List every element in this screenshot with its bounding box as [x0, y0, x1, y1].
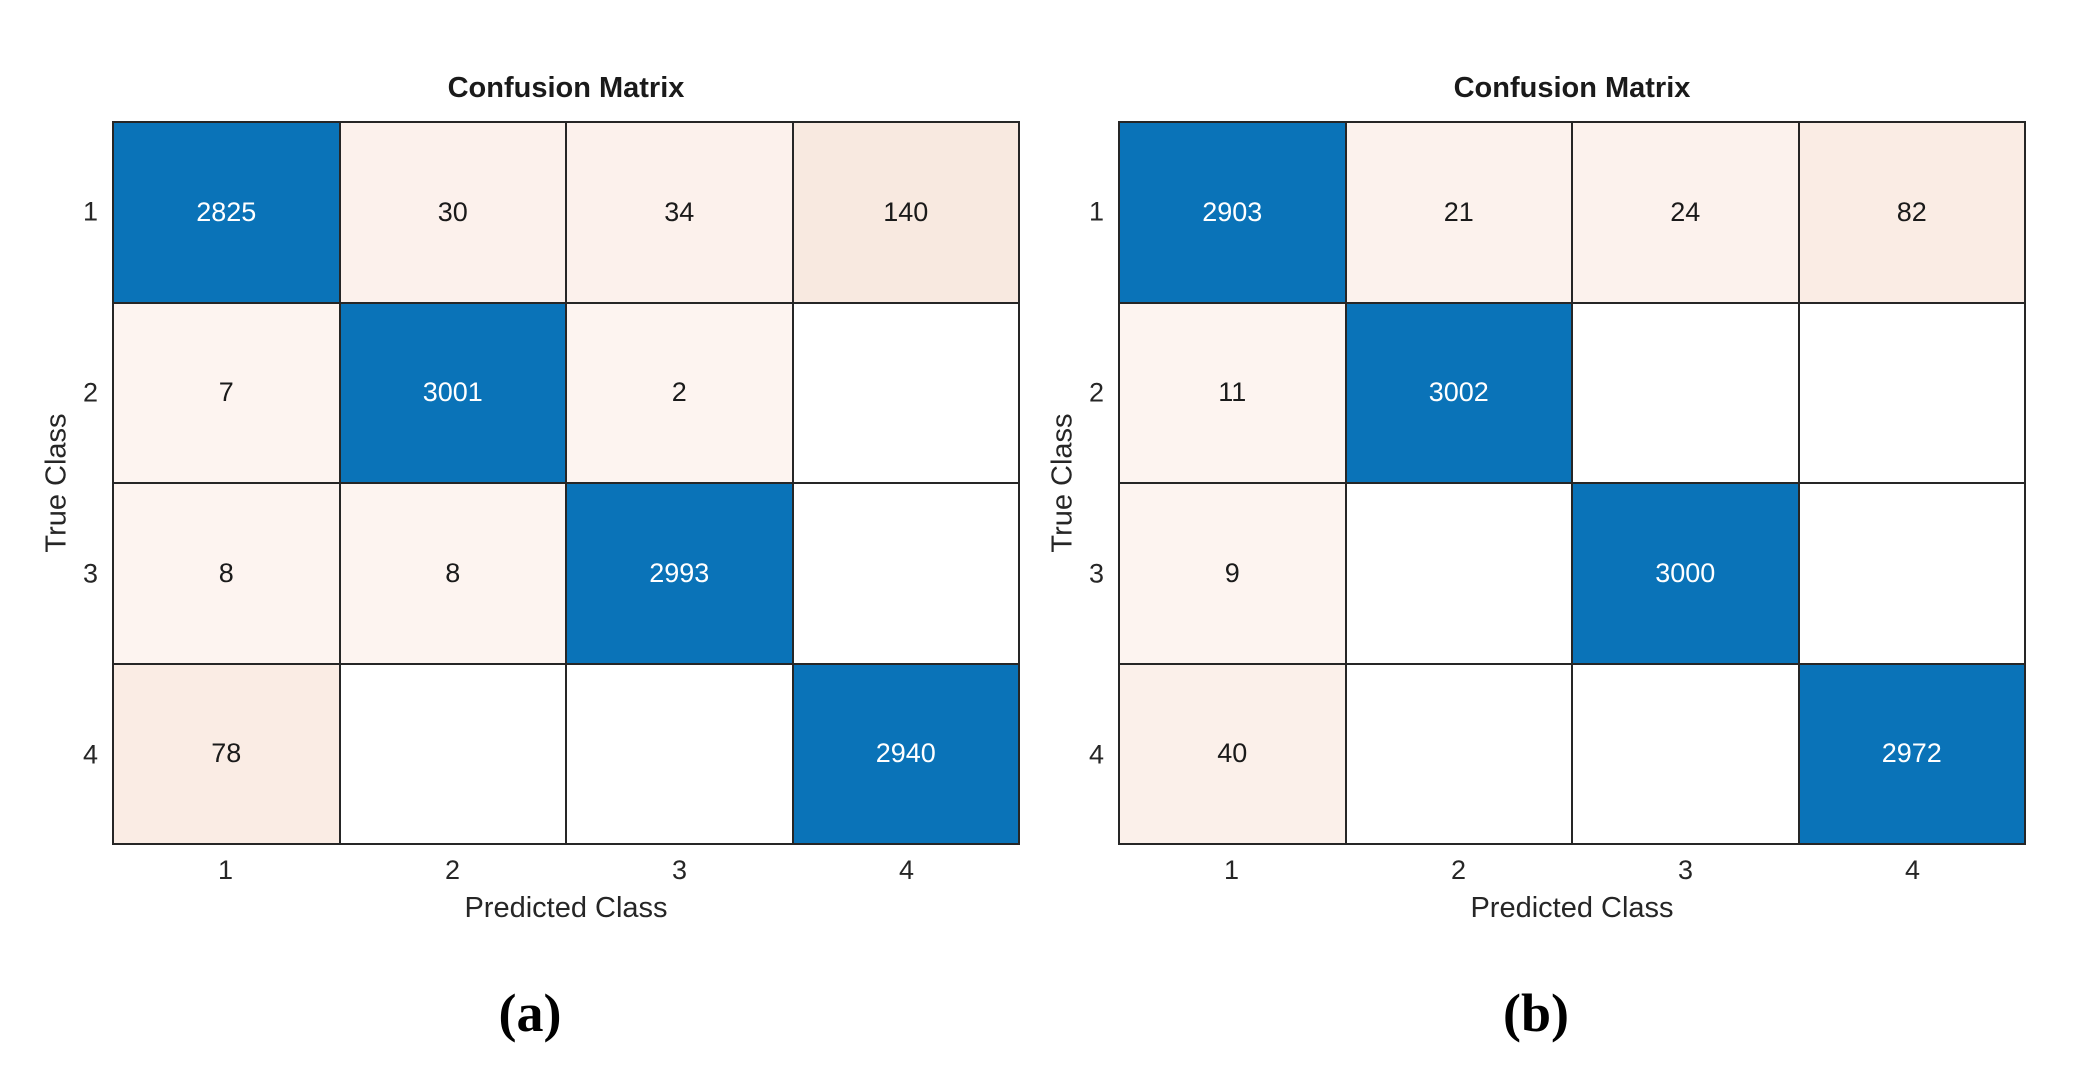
matrix-cell — [1799, 303, 2024, 482]
matrix-cell — [1346, 664, 1571, 843]
matrix-cell — [1573, 664, 1798, 843]
y-tick-label: 3 — [82, 558, 98, 588]
matrix-cell: 140 — [793, 123, 1018, 302]
x-tick-label: 3 — [671, 855, 688, 885]
subfigure-a: Confusion Matrix True Class 2825 30 34 140 7… — [40, 72, 1020, 1043]
subfigure-caption: (a) — [498, 983, 562, 1043]
subfigure-b: Confusion Matrix True Class 2903 21 24 82 11… — [1006, 0, 2050, 1076]
matrix-cell: 3001 — [340, 303, 565, 482]
y-axis-label: True Class — [40, 413, 73, 553]
matrix-cell — [567, 664, 792, 843]
matrix-cell: 34 — [567, 123, 792, 302]
matrix-cell: 82 — [1799, 123, 2024, 302]
confusion-matrix-grid: 2825 30 34 140 7 3001 2 8 8 2993 78 2940 — [112, 121, 1020, 845]
matrix-cell: 2993 — [567, 484, 792, 663]
y-tick-label: 1 — [1088, 196, 1104, 226]
matrix-cell — [1346, 484, 1571, 663]
y-tick-label: 4 — [82, 739, 98, 769]
y-axis-label: True Class — [1046, 413, 1079, 553]
matrix-cell: 8 — [340, 484, 565, 663]
matrix-cell: 2903 — [1120, 123, 1345, 302]
matrix-cell: 30 — [340, 123, 565, 302]
chart-title: Confusion Matrix — [1453, 72, 1691, 104]
x-tick-label: 1 — [217, 855, 234, 885]
matrix-cell: 2825 — [114, 123, 339, 302]
matrix-cell: 2 — [567, 303, 792, 482]
matrix-cell: 21 — [1346, 123, 1571, 302]
y-tick-label: 2 — [1088, 377, 1104, 407]
y-tick-label: 1 — [82, 196, 98, 226]
matrix-cell — [340, 664, 565, 843]
y-tick-label: 4 — [1088, 739, 1104, 769]
x-tick-label: 2 — [1450, 855, 1467, 885]
x-tick-label: 4 — [898, 855, 915, 885]
x-tick-label: 2 — [444, 855, 461, 885]
matrix-cell: 40 — [1120, 664, 1345, 843]
x-tick-label: 1 — [1223, 855, 1240, 885]
matrix-cell — [1799, 484, 2024, 663]
matrix-cell — [1573, 303, 1798, 482]
matrix-cell: 11 — [1120, 303, 1345, 482]
matrix-cell: 7 — [114, 303, 339, 482]
x-axis-label: Predicted Class — [464, 892, 668, 924]
matrix-cell — [793, 303, 1018, 482]
chart-title: Confusion Matrix — [447, 72, 685, 104]
y-tick-label: 2 — [82, 377, 98, 407]
matrix-cell: 8 — [114, 484, 339, 663]
x-axis-label: Predicted Class — [1470, 892, 1674, 924]
matrix-cell: 78 — [114, 664, 339, 843]
matrix-cell: 24 — [1573, 123, 1798, 302]
confusion-matrix-grid: 2903 21 24 82 11 3002 9 3000 40 2972 — [1118, 121, 2026, 845]
matrix-cell: 3002 — [1346, 303, 1571, 482]
matrix-cell: 9 — [1120, 484, 1345, 663]
matrix-cell: 3000 — [1573, 484, 1798, 663]
matrix-cell: 2940 — [793, 664, 1018, 843]
y-tick-label: 3 — [1088, 558, 1104, 588]
matrix-cell: 2972 — [1799, 664, 2024, 843]
matrix-cell — [793, 484, 1018, 663]
x-tick-label: 3 — [1677, 855, 1694, 885]
x-tick-label: 4 — [1904, 855, 1921, 885]
subfigure-caption: (b) — [1503, 983, 1569, 1043]
